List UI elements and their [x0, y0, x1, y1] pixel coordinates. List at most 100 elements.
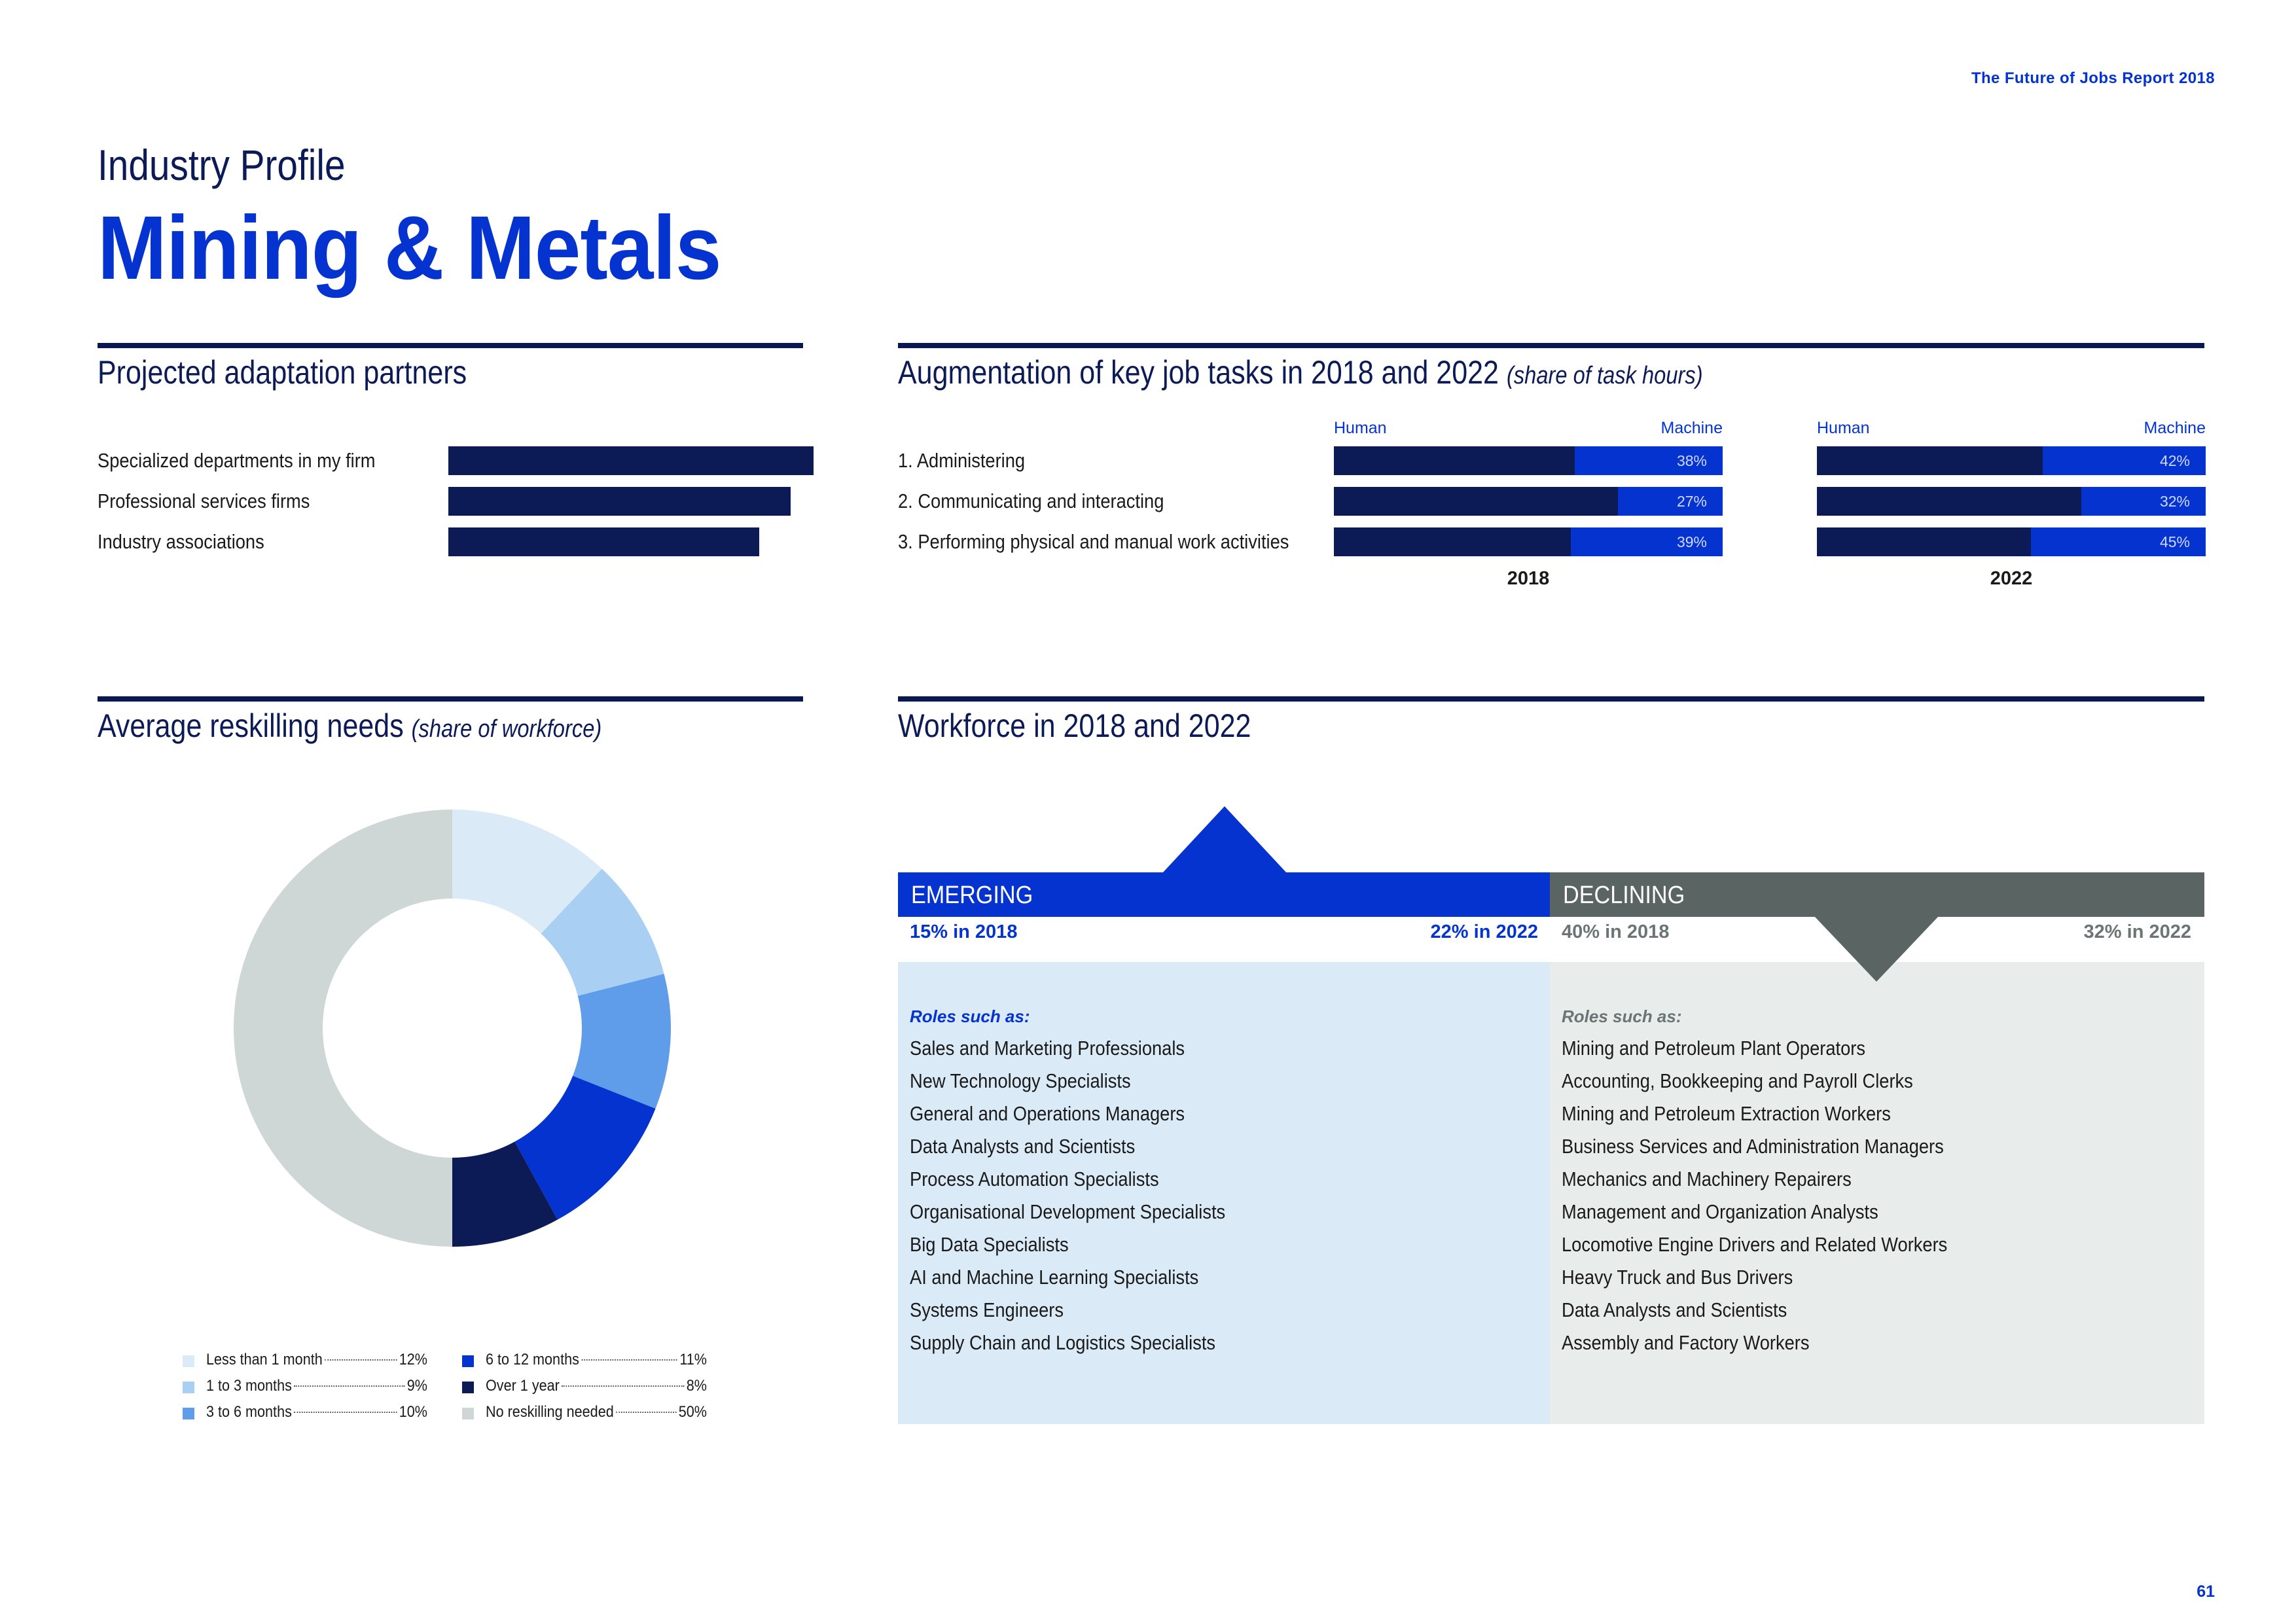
emerging-role-item: Supply Chain and Logistics Specialists	[910, 1331, 1216, 1354]
reskilling-title-text: Average reskilling needs	[98, 707, 404, 744]
task-label: 1. Administering	[898, 449, 1026, 472]
declining-role-item: Accounting, Bookkeeping and Payroll Cler…	[1562, 1069, 1913, 1092]
human-share-bar	[1817, 527, 2031, 556]
legend-dots	[294, 1385, 405, 1387]
declining-role-item: Business Services and Administration Man…	[1562, 1135, 1944, 1158]
augmentation-bar: 42%	[1817, 446, 2206, 475]
legend-value: 8%	[686, 1377, 707, 1395]
legend-text: No reskilling needed 50%	[486, 1403, 707, 1421]
machine-share-bar: 39%	[1571, 527, 1723, 556]
partner-label: Specialized departments in my firm	[98, 449, 376, 472]
declining-role-item: Heavy Truck and Bus Drivers	[1562, 1266, 1793, 1289]
page-number: 61	[2197, 1582, 2215, 1601]
legend-swatch	[183, 1355, 194, 1367]
legend-swatch	[462, 1408, 474, 1419]
legend-label: 1 to 3 months	[206, 1377, 292, 1395]
machine-share-bar: 38%	[1575, 446, 1723, 475]
partner-label: Professional services firms	[98, 490, 310, 512]
partner-bar	[448, 446, 814, 475]
task-label: 2. Communicating and interacting	[898, 490, 1164, 512]
human-share-bar	[1817, 446, 2043, 475]
legend-text: Less than 1 month 12%	[206, 1351, 427, 1369]
augmentation-rule	[898, 343, 2204, 348]
emerging-label: EMERGING	[911, 882, 1033, 909]
legend-label: Over 1 year	[486, 1377, 560, 1395]
legend-item: Over 1 year 8%	[462, 1377, 707, 1397]
emerging-role-item: Sales and Marketing Professionals	[910, 1037, 1185, 1060]
machine-share-bar: 42%	[2042, 446, 2206, 475]
legend-item: No reskilling needed 50%	[462, 1403, 707, 1423]
industry-name: Mining & Metals	[98, 198, 721, 298]
emerging-share-2022: 22% in 2022	[1430, 921, 1538, 942]
human-share-bar	[1817, 487, 2081, 516]
legend-label: 3 to 6 months	[206, 1403, 292, 1421]
partner-label: Industry associations	[98, 530, 264, 553]
machine-header: Machine	[1660, 419, 1723, 437]
human-share-bar	[1334, 527, 1571, 556]
partner-row: Specialized departments in my firm94%	[98, 446, 814, 475]
declining-label: DECLINING	[1563, 882, 1685, 909]
donut-slice	[452, 1141, 558, 1247]
legend-dots	[581, 1359, 677, 1361]
declining-share-2022: 32% in 2022	[2083, 921, 2191, 942]
declining-role-item: Mechanics and Machinery Repairers	[1562, 1168, 1852, 1190]
legend-item: Less than 1 month 12%	[183, 1351, 427, 1370]
augmentation-bar: 32%	[1817, 487, 2206, 516]
legend-label: 6 to 12 months	[486, 1351, 579, 1368]
legend-value: 11%	[679, 1351, 707, 1368]
legend-dots	[294, 1412, 397, 1413]
donut-slice	[541, 868, 664, 996]
legend-item: 6 to 12 months 11%	[462, 1351, 707, 1370]
emerging-role-item: Organisational Development Specialists	[910, 1200, 1226, 1223]
reskilling-subtitle: (share of workforce)	[411, 715, 602, 743]
year-label: 2018	[1507, 568, 1550, 589]
reskilling-title: Average reskilling needs (share of workf…	[98, 707, 601, 745]
machine-share-bar: 32%	[2081, 487, 2206, 516]
declining-role-item: Data Analysts and Scientists	[1562, 1298, 1787, 1321]
legend-label: No reskilling needed	[486, 1403, 614, 1421]
legend-item: 3 to 6 months 10%	[183, 1403, 427, 1423]
legend-text: Over 1 year 8%	[486, 1377, 707, 1395]
partners-title: Projected adaptation partners	[98, 354, 467, 391]
machine-header: Machine	[2144, 419, 2206, 437]
partner-row: Industry associations80%	[98, 527, 785, 556]
legend-item: 1 to 3 months 9%	[183, 1377, 427, 1397]
augmentation-bar: 27%	[1334, 487, 1723, 516]
legend-text: 1 to 3 months 9%	[206, 1377, 427, 1395]
human-share-bar	[1334, 487, 1618, 516]
declining-roles-caption: Roles such as:	[1562, 1007, 1682, 1026]
legend-text: 3 to 6 months 10%	[206, 1403, 427, 1421]
legend-text: 6 to 12 months 11%	[486, 1351, 707, 1369]
legend-value: 12%	[399, 1351, 427, 1368]
declining-panel	[1550, 962, 2204, 1424]
partners-rule	[98, 343, 803, 348]
augmentation-bar: 45%	[1817, 527, 2206, 556]
workforce-rule	[898, 696, 2204, 702]
partner-bar	[448, 487, 791, 516]
declining-share-2018: 40% in 2018	[1562, 921, 1670, 942]
report-title: The Future of Jobs Report 2018	[1971, 69, 2215, 87]
workforce-title: Workforce in 2018 and 2022	[898, 707, 1251, 744]
year-label: 2022	[1990, 568, 2033, 589]
legend-label: Less than 1 month	[206, 1351, 323, 1368]
augmentation-title-text: Augmentation of key job tasks in 2018 an…	[898, 354, 1499, 391]
machine-share-bar: 27%	[1617, 487, 1723, 516]
legend-dots	[616, 1412, 677, 1413]
augmentation-bar: 38%	[1334, 446, 1723, 475]
emerging-role-item: New Technology Specialists	[910, 1069, 1131, 1092]
legend-value: 9%	[406, 1377, 427, 1395]
augmentation-bar: 39%	[1334, 527, 1723, 556]
task-label: 3. Performing physical and manual work a…	[898, 530, 1289, 553]
augmentation-subtitle: (share of task hours)	[1506, 362, 1703, 389]
declining-role-item: Locomotive Engine Drivers and Related Wo…	[1562, 1233, 1948, 1256]
donut-slice	[573, 973, 671, 1109]
legend-swatch	[462, 1355, 474, 1367]
machine-share-bar: 45%	[2030, 527, 2206, 556]
human-header: Human	[1334, 419, 1387, 437]
profile-label: Industry Profile	[98, 141, 346, 189]
emerging-role-item: AI and Machine Learning Specialists	[910, 1266, 1199, 1289]
declining-down-arrow	[1814, 916, 1939, 982]
reskilling-rule	[98, 696, 803, 702]
declining-role-item: Assembly and Factory Workers	[1562, 1331, 1810, 1354]
emerging-role-item: Big Data Specialists	[910, 1233, 1069, 1256]
